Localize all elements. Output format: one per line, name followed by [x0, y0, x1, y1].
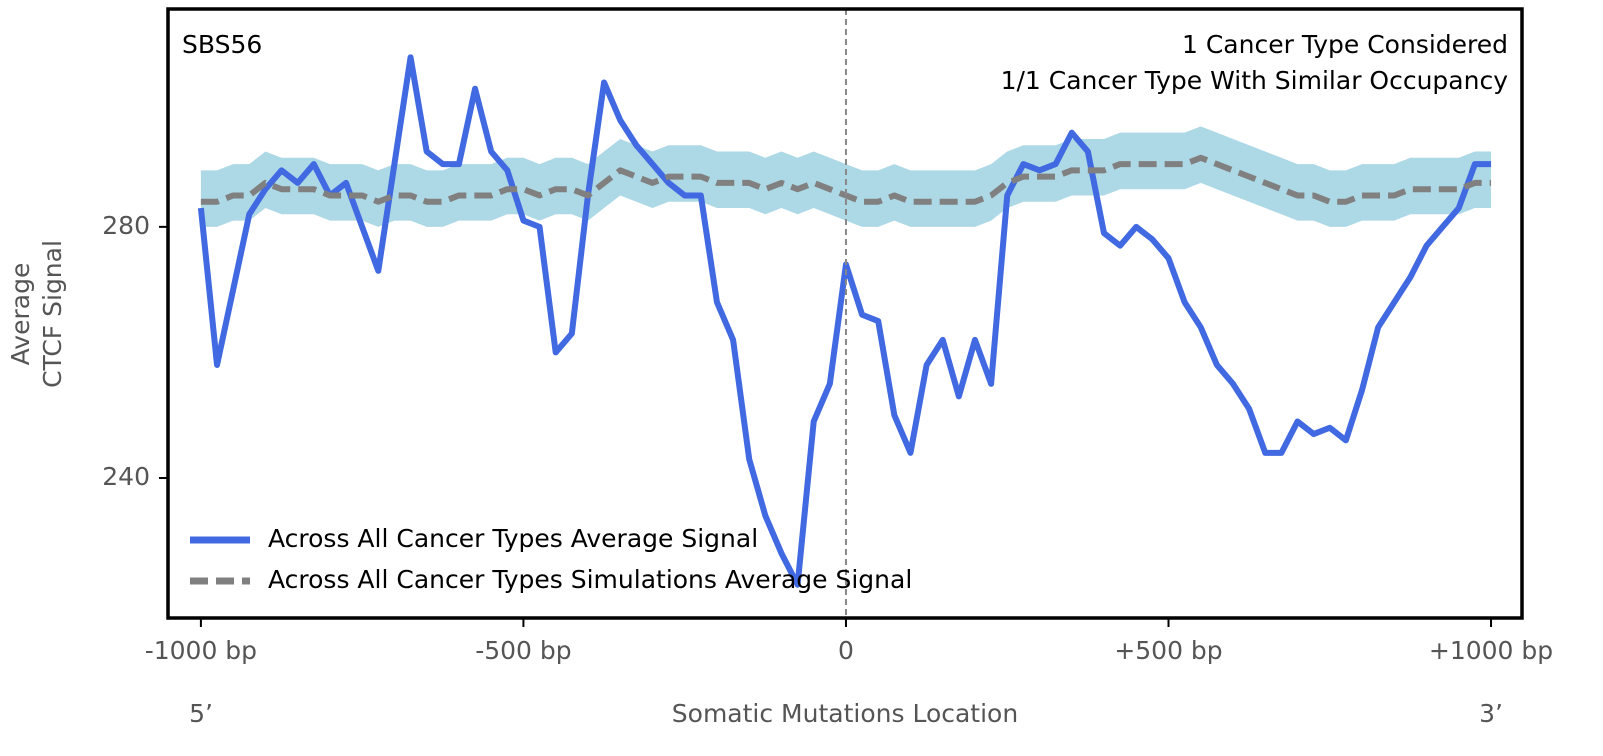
annotation: 1/1 Cancer Type With Similar Occupancy — [1001, 66, 1509, 95]
y-axis-label-line: Average — [6, 263, 35, 366]
x-tick-label: -1000 bp — [145, 636, 257, 665]
data-line — [200, 154, 1492, 205]
y-tick-label: 280 — [102, 211, 150, 240]
y-axis-label: Average CTCF Signal — [6, 240, 67, 388]
y-axis-label-line: CTCF Signal — [38, 240, 67, 388]
x-tick-label: +500 bp — [1114, 636, 1222, 665]
band — [200, 126, 1492, 227]
x-tick-label: -500 bp — [475, 636, 571, 665]
chart-title: SBS56 — [182, 30, 262, 59]
x-axis-end-label: 5’ — [189, 699, 213, 728]
x-tick-label: +1000 bp — [1429, 636, 1553, 665]
legend-label: Across All Cancer Types Average Signal — [268, 524, 758, 553]
x-tick-label: 0 — [838, 636, 854, 665]
x-axis-end-label: 3’ — [1479, 699, 1503, 728]
x-axis-label: Somatic Mutations Location — [672, 699, 1018, 728]
legend-label: Across All Cancer Types Simulations Aver… — [268, 565, 912, 594]
annotation: 1 Cancer Type Considered — [1182, 30, 1508, 59]
y-tick-label: 240 — [102, 462, 150, 491]
